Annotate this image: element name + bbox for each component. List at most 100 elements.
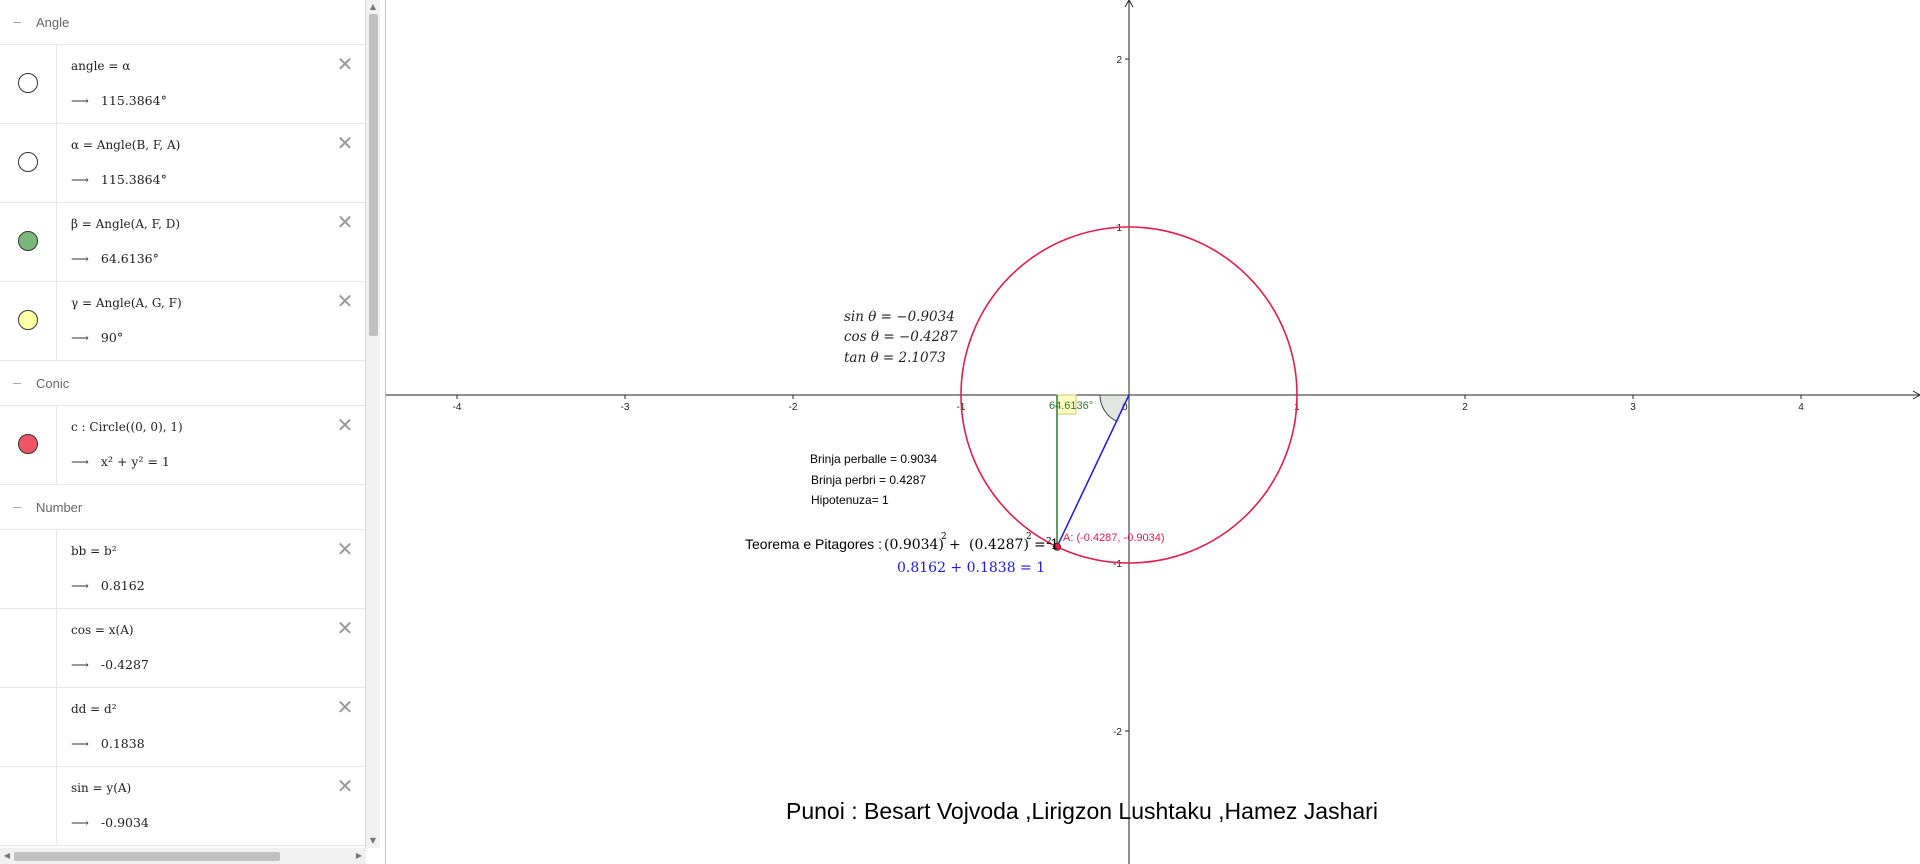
- algebra-item[interactable]: dd = d² ⟶ 0.1838 ✕: [0, 688, 365, 767]
- item-definition[interactable]: c : Circle((0, 0), 1): [71, 420, 183, 434]
- item-definition[interactable]: α = Angle(B, F, A): [71, 138, 181, 152]
- x-tick-label: -4: [453, 402, 462, 413]
- cos-text[interactable]: cos θ = −0.4287: [844, 329, 958, 345]
- delete-item-close-icon[interactable]: ✕: [336, 210, 354, 234]
- pythagoras-term-2: (0.4287): [969, 537, 1029, 553]
- algebra-view: Angle angle = α ⟶ 115.3864° ✕ α = Angle(B, F,…: [0, 0, 366, 864]
- delete-item-close-icon[interactable]: ✕: [336, 616, 354, 640]
- output-arrow-icon: ⟶: [71, 736, 89, 751]
- item-definition[interactable]: cos = x(A): [71, 623, 134, 637]
- x-tick-label: 3: [1630, 402, 1636, 413]
- item-value: 115.3864°: [100, 93, 167, 108]
- pythagoras-exponent-3: 2: [1046, 537, 1052, 547]
- sin-text[interactable]: sin θ = −0.9034: [844, 309, 955, 325]
- adjacent-leg-text[interactable]: Brinja perbri = 0.4287: [811, 473, 926, 487]
- item-definition[interactable]: dd = d²: [71, 702, 117, 716]
- point-a[interactable]: [1053, 542, 1061, 551]
- group-title: Angle: [36, 14, 70, 30]
- visibility-toggle-icon[interactable]: [18, 231, 38, 251]
- pythagoras-plus: +: [949, 537, 961, 553]
- opposite-leg-text[interactable]: Brinja perballe = 0.9034: [810, 452, 937, 466]
- output-arrow-icon: ⟶: [71, 454, 89, 469]
- item-value-row: ⟶ -0.4287: [71, 657, 149, 672]
- output-arrow-icon: ⟶: [71, 578, 89, 593]
- group-title: Number: [36, 499, 83, 515]
- vertical-scroll-thumb[interactable]: [369, 14, 378, 336]
- pythagoras-sum-text[interactable]: 0.8162 + 0.1838 = 1: [897, 560, 1045, 576]
- delete-item-close-icon[interactable]: ✕: [336, 537, 354, 561]
- visibility-toggle-icon[interactable]: [18, 73, 38, 93]
- marble-column: [0, 406, 57, 484]
- marble-column: [0, 688, 57, 766]
- item-value: -0.4287: [100, 657, 149, 672]
- group-header-angle[interactable]: Angle: [0, 0, 365, 45]
- unit-circle[interactable]: [960, 226, 1298, 564]
- x-tick-label: -2: [789, 402, 798, 413]
- marble-column: [0, 282, 57, 360]
- point-a-label: A: (-0.4287, -0.9034): [1063, 532, 1165, 544]
- item-definition[interactable]: bb = b²: [71, 544, 117, 558]
- collapse-icon[interactable]: [12, 17, 22, 27]
- pythagoras-exponent-1: 2: [941, 532, 947, 542]
- x-tick-label: 2: [1462, 402, 1468, 413]
- algebra-item[interactable]: α = Angle(B, F, A) ⟶ 115.3864° ✕: [0, 124, 365, 203]
- output-arrow-icon: ⟶: [71, 172, 89, 187]
- hypotenuse-text[interactable]: Hipotenuza= 1: [811, 493, 889, 507]
- output-arrow-icon: ⟶: [71, 330, 89, 345]
- item-definition[interactable]: angle = α: [71, 59, 131, 73]
- y-tick-label: -2: [1113, 727, 1122, 738]
- group-title: Conic: [36, 375, 70, 391]
- output-arrow-icon: ⟶: [71, 93, 89, 108]
- collapse-icon[interactable]: [12, 502, 22, 512]
- pythagoras-label[interactable]: Teorema e Pitagores :: [745, 536, 882, 552]
- marble-column: [0, 767, 57, 845]
- visibility-toggle-icon[interactable]: [18, 152, 38, 172]
- graphics-canvas[interactable]: -4 -3 -2 -1 1 2 3 421-1-2 0 A: (-0.4287, -0.903…: [386, 0, 1920, 864]
- x-tick-label: -3: [621, 402, 630, 413]
- scroll-down-arrow-icon[interactable]: ▼: [369, 836, 377, 845]
- output-arrow-icon: ⟶: [71, 657, 89, 672]
- pythagoras-equals: = 1: [1034, 537, 1059, 553]
- scroll-up-arrow-icon[interactable]: ▲: [369, 2, 377, 11]
- item-definition[interactable]: β = Angle(A, F, D): [71, 217, 181, 231]
- delete-item-close-icon[interactable]: ✕: [336, 774, 354, 798]
- group-header-conic[interactable]: Conic: [0, 361, 365, 406]
- item-value: 115.3864°: [100, 172, 167, 187]
- delete-item-close-icon[interactable]: ✕: [336, 413, 354, 437]
- algebra-item[interactable]: cos = x(A) ⟶ -0.4287 ✕: [0, 609, 365, 688]
- algebra-vertical-scrollbar[interactable]: ▲ ▼: [366, 0, 380, 848]
- item-value: -0.9034: [100, 815, 149, 830]
- item-value: x² + y² = 1: [100, 454, 170, 469]
- tan-text[interactable]: tan θ = 2.1073: [844, 350, 946, 366]
- delete-item-close-icon[interactable]: ✕: [336, 695, 354, 719]
- algebra-item[interactable]: sin = y(A) ⟶ -0.9034 ✕: [0, 767, 365, 846]
- algebra-horizontal-scrollbar[interactable]: ◀ ▶: [0, 848, 366, 864]
- group-header-number[interactable]: Number: [0, 485, 365, 530]
- delete-item-close-icon[interactable]: ✕: [336, 289, 354, 313]
- item-value-row: ⟶ -0.9034: [71, 815, 149, 830]
- delete-item-close-icon[interactable]: ✕: [336, 131, 354, 155]
- authors-text[interactable]: Punoi : Besart Vojvoda ,Lirigzon Lushtak…: [786, 798, 1378, 824]
- visibility-toggle-icon[interactable]: [18, 310, 38, 330]
- hypotenuse-segment[interactable]: [1056, 394, 1130, 548]
- algebra-item[interactable]: c : Circle((0, 0), 1) ⟶ x² + y² = 1 ✕: [0, 406, 365, 485]
- delete-item-close-icon[interactable]: ✕: [336, 52, 354, 76]
- algebra-item[interactable]: angle = α ⟶ 115.3864° ✕: [0, 45, 365, 124]
- algebra-item[interactable]: β = Angle(A, F, D) ⟶ 64.6136° ✕: [0, 203, 365, 282]
- item-value-row: ⟶ 64.6136°: [71, 251, 159, 266]
- algebra-item[interactable]: γ = Angle(A, G, F) ⟶ 90° ✕: [0, 282, 365, 361]
- item-value: 64.6136°: [100, 251, 159, 266]
- horizontal-scroll-thumb[interactable]: [14, 852, 280, 861]
- scroll-right-arrow-icon[interactable]: ▶: [355, 851, 363, 860]
- visibility-toggle-icon[interactable]: [18, 434, 38, 454]
- graphics-view[interactable]: -4 -3 -2 -1 1 2 3 4 2 1 -1 -2 0 A: (-0.4287, -0.903…: [385, 0, 1920, 864]
- collapse-icon[interactable]: [12, 378, 22, 388]
- marble-column: [0, 203, 57, 281]
- item-definition[interactable]: γ = Angle(A, G, F): [71, 296, 182, 310]
- item-value-row: ⟶ 0.1838: [71, 736, 145, 751]
- scroll-left-arrow-icon[interactable]: ◀: [3, 851, 11, 860]
- output-arrow-icon: ⟶: [71, 815, 89, 830]
- algebra-item[interactable]: bb = b² ⟶ 0.8162 ✕: [0, 530, 365, 609]
- marble-column: [0, 124, 57, 202]
- item-definition[interactable]: sin = y(A): [71, 781, 132, 795]
